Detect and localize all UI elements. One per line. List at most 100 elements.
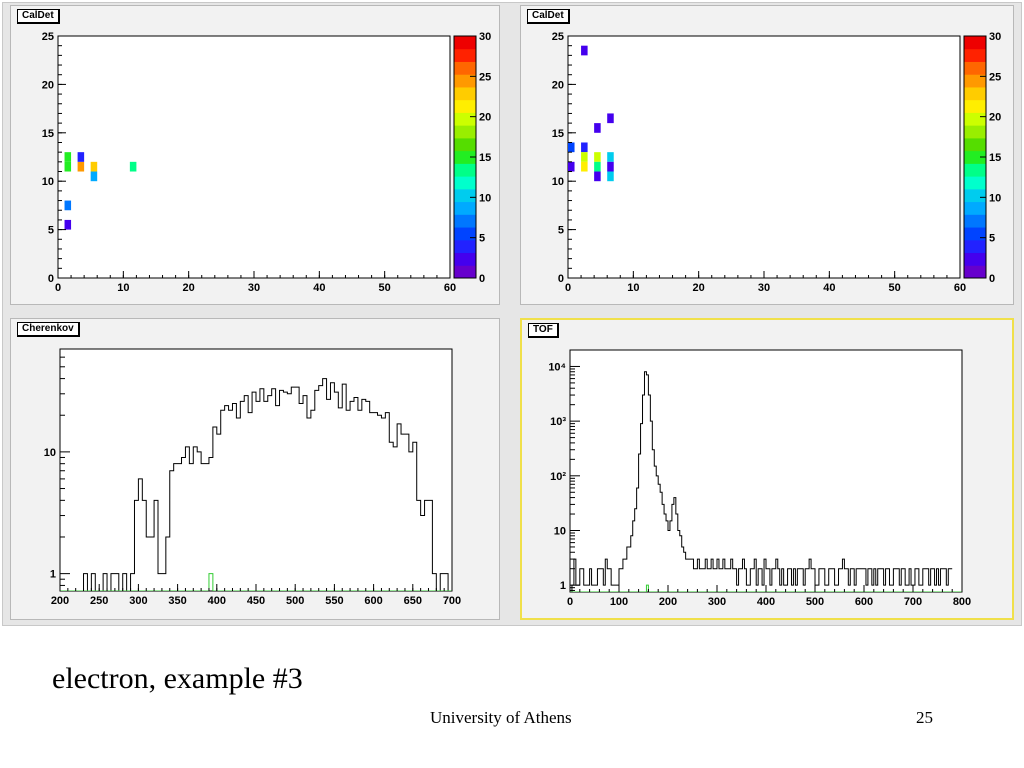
- heatmap-cell: [581, 142, 588, 153]
- colorbar-segment: [454, 201, 476, 215]
- x-tick-label: 500: [286, 595, 304, 607]
- x-tick-label: 800: [953, 596, 971, 608]
- x-tick-label: 500: [806, 596, 824, 608]
- colorbar-segment: [964, 201, 986, 215]
- x-tick-label: 20: [693, 282, 705, 294]
- x-tick-label: 700: [904, 596, 922, 608]
- slide-caption: electron, example #3: [52, 662, 303, 695]
- y-tick-label: 10: [42, 176, 54, 188]
- x-tick-label: 100: [610, 596, 628, 608]
- colorbar-segment: [964, 163, 986, 177]
- x-tick-label: 200: [659, 596, 677, 608]
- y-tick-label: 0: [558, 273, 564, 285]
- x-tick-label: 600: [364, 595, 382, 607]
- colorbar-segment: [454, 265, 476, 279]
- z-tick-label: 30: [479, 31, 491, 43]
- z-tick-label: 10: [479, 192, 491, 204]
- colorbar-segment: [454, 125, 476, 139]
- colorbar-segment: [964, 125, 986, 139]
- x-tick-label: 60: [954, 282, 966, 294]
- x-tick-label: 50: [889, 282, 901, 294]
- z-tick-label: 30: [989, 31, 1001, 43]
- y-tick-label: 10: [552, 176, 564, 188]
- x-tick-label: 550: [325, 595, 343, 607]
- colorbar-segment: [964, 61, 986, 75]
- heatmap-cell: [607, 113, 614, 124]
- cherenkov-plot: 200 250 300 350 400 450 500 550 600 650 700 1 10: [44, 348, 461, 607]
- y-tick-label: 10²: [550, 471, 566, 483]
- pad-tof[interactable]: TOF 0 100 200 300 400 500 600 700 800 1 10 10² 10³ 10…: [520, 318, 1014, 620]
- caldet-2-plot: 0 10 20 30 40 50 60 0 5 10 15 20 25 0 5 10 15 20 25 30: [552, 31, 1002, 294]
- colorbar-segment: [454, 163, 476, 177]
- x-tick-label: 250: [90, 595, 108, 607]
- colorbar-segment: [454, 227, 476, 241]
- z-tick-label: 5: [989, 233, 995, 245]
- heatmap-cell: [129, 161, 137, 172]
- colorbar-segment: [454, 99, 476, 113]
- heatmap-cell: [568, 161, 575, 172]
- colorbar-segment: [454, 86, 476, 101]
- histogram-series-primary: [570, 371, 953, 592]
- colorbar-segment: [454, 74, 476, 88]
- z-tick-label: 15: [989, 152, 1001, 164]
- x-tick-label: 50: [379, 282, 391, 294]
- plot-area: [569, 349, 963, 593]
- x-tick-label: 10: [117, 282, 129, 294]
- page-number: 25: [916, 708, 933, 727]
- heatmap-cell: [594, 123, 601, 133]
- heatmap-cell: [77, 161, 85, 172]
- heatmap-cell: [64, 200, 72, 211]
- colorbar-segment: [964, 74, 986, 88]
- y-tick-label: 10³: [550, 416, 566, 428]
- x-tick-label: 650: [404, 595, 422, 607]
- colorbar-segment: [964, 227, 986, 241]
- colorbar-segment: [964, 252, 986, 266]
- pad-caldet-1[interactable]: CalDet 0 10 20 30 40 50 60 0 5 10 15 20 25 0 5 10 15 20 25…: [10, 5, 500, 305]
- y-tick-label: 10⁴: [548, 361, 566, 373]
- colorbar-segment: [454, 48, 476, 62]
- colorbar-segment: [454, 150, 476, 164]
- heatmap-cell: [581, 45, 588, 56]
- x-tick-label: 700: [443, 595, 461, 607]
- pad-cherenkov[interactable]: Cherenkov 200 250 300 350 400 450 500 550 600 650…: [10, 318, 500, 620]
- colorbar-segment: [964, 239, 986, 254]
- colorbar-segment: [964, 86, 986, 101]
- z-tick-label: 20: [989, 112, 1001, 124]
- pad-caldet-2[interactable]: CalDet 0 10 20 30 40 50 60 0 5 10 15 20 25 0 5 10 15 20 25…: [520, 5, 1014, 305]
- x-tick-label: 30: [758, 282, 770, 294]
- heatmap-cell: [607, 161, 614, 172]
- colorbar-segment: [964, 112, 986, 126]
- colorbar-segment: [964, 176, 986, 190]
- x-tick-label: 200: [51, 595, 69, 607]
- colorbar-segment: [964, 188, 986, 203]
- heatmap-cell: [77, 152, 85, 162]
- caldet-1-plot: 0 10 20 30 40 50 60 0 5 10 15 20 25 0 5 10 15 20 25 30: [42, 31, 492, 294]
- x-tick-label: 350: [168, 595, 186, 607]
- heatmap-cell: [594, 161, 601, 172]
- histogram-series-primary: [60, 378, 452, 591]
- z-tick-label: 15: [479, 152, 491, 164]
- colorbar-segment: [454, 137, 476, 152]
- x-tick-label: 0: [567, 596, 573, 608]
- y-tick-label: 0: [48, 273, 54, 285]
- z-tick-label: 5: [479, 233, 485, 245]
- colorbar-segment: [964, 150, 986, 164]
- y-tick-label: 10: [44, 447, 56, 459]
- y-tick-label: 5: [48, 225, 54, 237]
- x-tick-label: 400: [208, 595, 226, 607]
- x-tick-label: 10: [627, 282, 639, 294]
- x-tick-label: 0: [55, 282, 61, 294]
- colorbar-segment: [454, 112, 476, 126]
- heatmap-cell: [568, 142, 575, 153]
- heatmap-cell: [607, 171, 614, 182]
- z-tick-label: 25: [479, 71, 491, 83]
- y-tick-label: 15: [552, 128, 564, 140]
- colorbar-segment: [964, 265, 986, 279]
- colorbar-segment: [964, 48, 986, 62]
- colorbar-segment: [454, 214, 476, 228]
- x-tick-label: 30: [248, 282, 260, 294]
- heatmap-cell: [64, 152, 72, 162]
- colorbar-segment: [454, 239, 476, 254]
- plot-area: [567, 35, 961, 279]
- x-tick-label: 20: [183, 282, 195, 294]
